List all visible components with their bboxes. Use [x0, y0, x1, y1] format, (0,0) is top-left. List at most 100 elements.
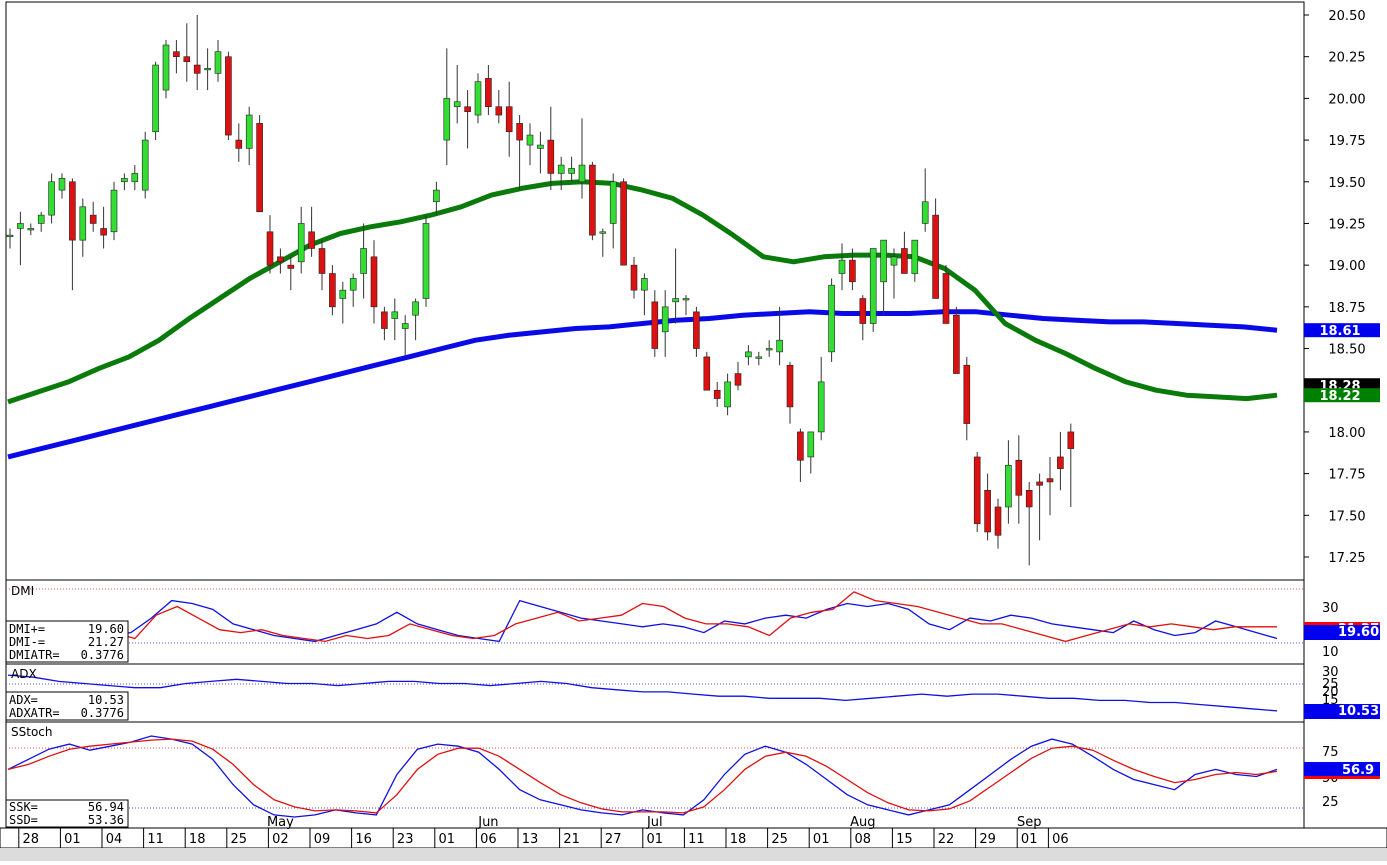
candle-down — [89, 214, 97, 224]
x-tick-label: 01 — [1021, 832, 1038, 847]
candle-down — [183, 56, 191, 62]
candle-up — [672, 298, 679, 303]
candle-down — [505, 106, 513, 133]
candle-up — [765, 348, 773, 351]
price-tag-text: 18.22 — [1319, 389, 1360, 404]
candle-up — [110, 189, 118, 233]
ssk-tag-text: 56.9 — [1342, 763, 1374, 778]
candle-up — [474, 81, 482, 116]
candle-up — [745, 351, 752, 358]
price-tag-text: 18.61 — [1319, 324, 1360, 339]
candle-up — [828, 284, 835, 353]
candle-down — [859, 298, 867, 324]
x-tick-label: 21 — [563, 832, 580, 847]
sstoch-readout-box — [5, 799, 129, 828]
candle-up — [349, 278, 357, 291]
candle-down — [994, 506, 1002, 536]
candle-down — [620, 181, 627, 266]
ssd-label: SSD= — [9, 813, 38, 827]
candle-down — [381, 311, 388, 329]
dmi-atr-value: 0.3776 — [81, 648, 124, 662]
x-tick-label: 23 — [397, 832, 414, 847]
candle-down — [973, 456, 981, 524]
month-label: May — [267, 815, 294, 830]
price-tag — [1304, 388, 1380, 403]
candle-up — [557, 164, 565, 174]
dmi-plus-tag — [1304, 625, 1380, 640]
dmi-tick-30: 30 — [1322, 601, 1339, 616]
adx-atr-label: ADXATR= — [9, 706, 60, 720]
x-tick-label: 01 — [439, 832, 456, 847]
candle-down — [485, 78, 492, 108]
candle-down — [266, 231, 274, 266]
candle-up — [27, 228, 35, 231]
adx-tick-20: 20 — [1322, 685, 1339, 700]
candle-up — [412, 301, 419, 316]
candle-down — [901, 248, 908, 274]
candle-up — [204, 68, 211, 71]
x-tick-label: 18 — [189, 832, 206, 847]
candle-up — [609, 181, 617, 224]
sstoch-tick-25: 25 — [1322, 795, 1339, 810]
candle-up — [391, 311, 399, 319]
candle-up — [48, 181, 55, 216]
x-tick-label: 02 — [272, 832, 289, 847]
candle-down — [516, 123, 523, 141]
x-tick-label: 25 — [231, 832, 248, 847]
x-tick-label: 04 — [106, 832, 123, 847]
candle-up — [599, 231, 607, 234]
candle-up — [661, 306, 669, 333]
adx-tag-text: 10.53 — [1338, 704, 1379, 719]
ma-blue-line — [7, 309, 1278, 460]
dmi-tick-10: 10 — [1322, 645, 1339, 660]
candle-down — [797, 431, 804, 461]
x-tick-label: 18 — [730, 832, 747, 847]
x-tick-label: 27 — [605, 832, 622, 847]
x-tick-label: 06 — [480, 832, 497, 847]
dmi-minus-label: DMI-= — [9, 635, 45, 649]
candle-up — [911, 239, 919, 274]
ssk-value: 56.94 — [88, 800, 124, 814]
candle-down — [693, 311, 700, 349]
candle-down — [277, 256, 284, 263]
ssd-value: 53.36 — [88, 813, 124, 827]
month-label: Jul — [646, 815, 663, 830]
status-bar — [0, 848, 1387, 861]
candle-down — [370, 256, 378, 308]
price-tick-label: 17.75 — [1328, 468, 1365, 483]
candle-down — [984, 489, 991, 533]
candle-up — [37, 214, 45, 224]
candle-down — [953, 314, 960, 374]
candle-up — [838, 259, 846, 274]
adx-tick-25: 25 — [1322, 677, 1339, 692]
dmi-title: DMI — [11, 584, 34, 598]
candle-down — [651, 301, 659, 349]
x-tick-label: 11 — [147, 832, 164, 847]
price-tick-label: 19.50 — [1328, 176, 1365, 191]
candle-down — [713, 389, 721, 399]
candle-up — [17, 223, 24, 229]
candle-down — [932, 214, 939, 299]
price-tag — [1304, 323, 1380, 338]
candle-down — [464, 106, 471, 113]
candle-up — [58, 178, 66, 191]
candle-up — [641, 278, 648, 291]
candle-down — [287, 264, 295, 269]
candle-up — [890, 256, 898, 266]
x-tick-label: 13 — [522, 832, 539, 847]
candle-up — [79, 206, 87, 241]
adx-title: ADX — [11, 667, 37, 681]
ssk-line — [7, 735, 1278, 818]
candle-up — [339, 289, 347, 299]
candle-down — [1025, 489, 1033, 508]
price-tick-label: 20.50 — [1328, 9, 1365, 24]
adx-value: 10.53 — [88, 693, 124, 707]
candle-up — [433, 189, 440, 203]
candle-down — [173, 51, 180, 57]
candle-up — [880, 239, 887, 283]
candle-down — [235, 139, 243, 149]
candle-up — [245, 114, 253, 149]
candle-up — [568, 168, 575, 174]
